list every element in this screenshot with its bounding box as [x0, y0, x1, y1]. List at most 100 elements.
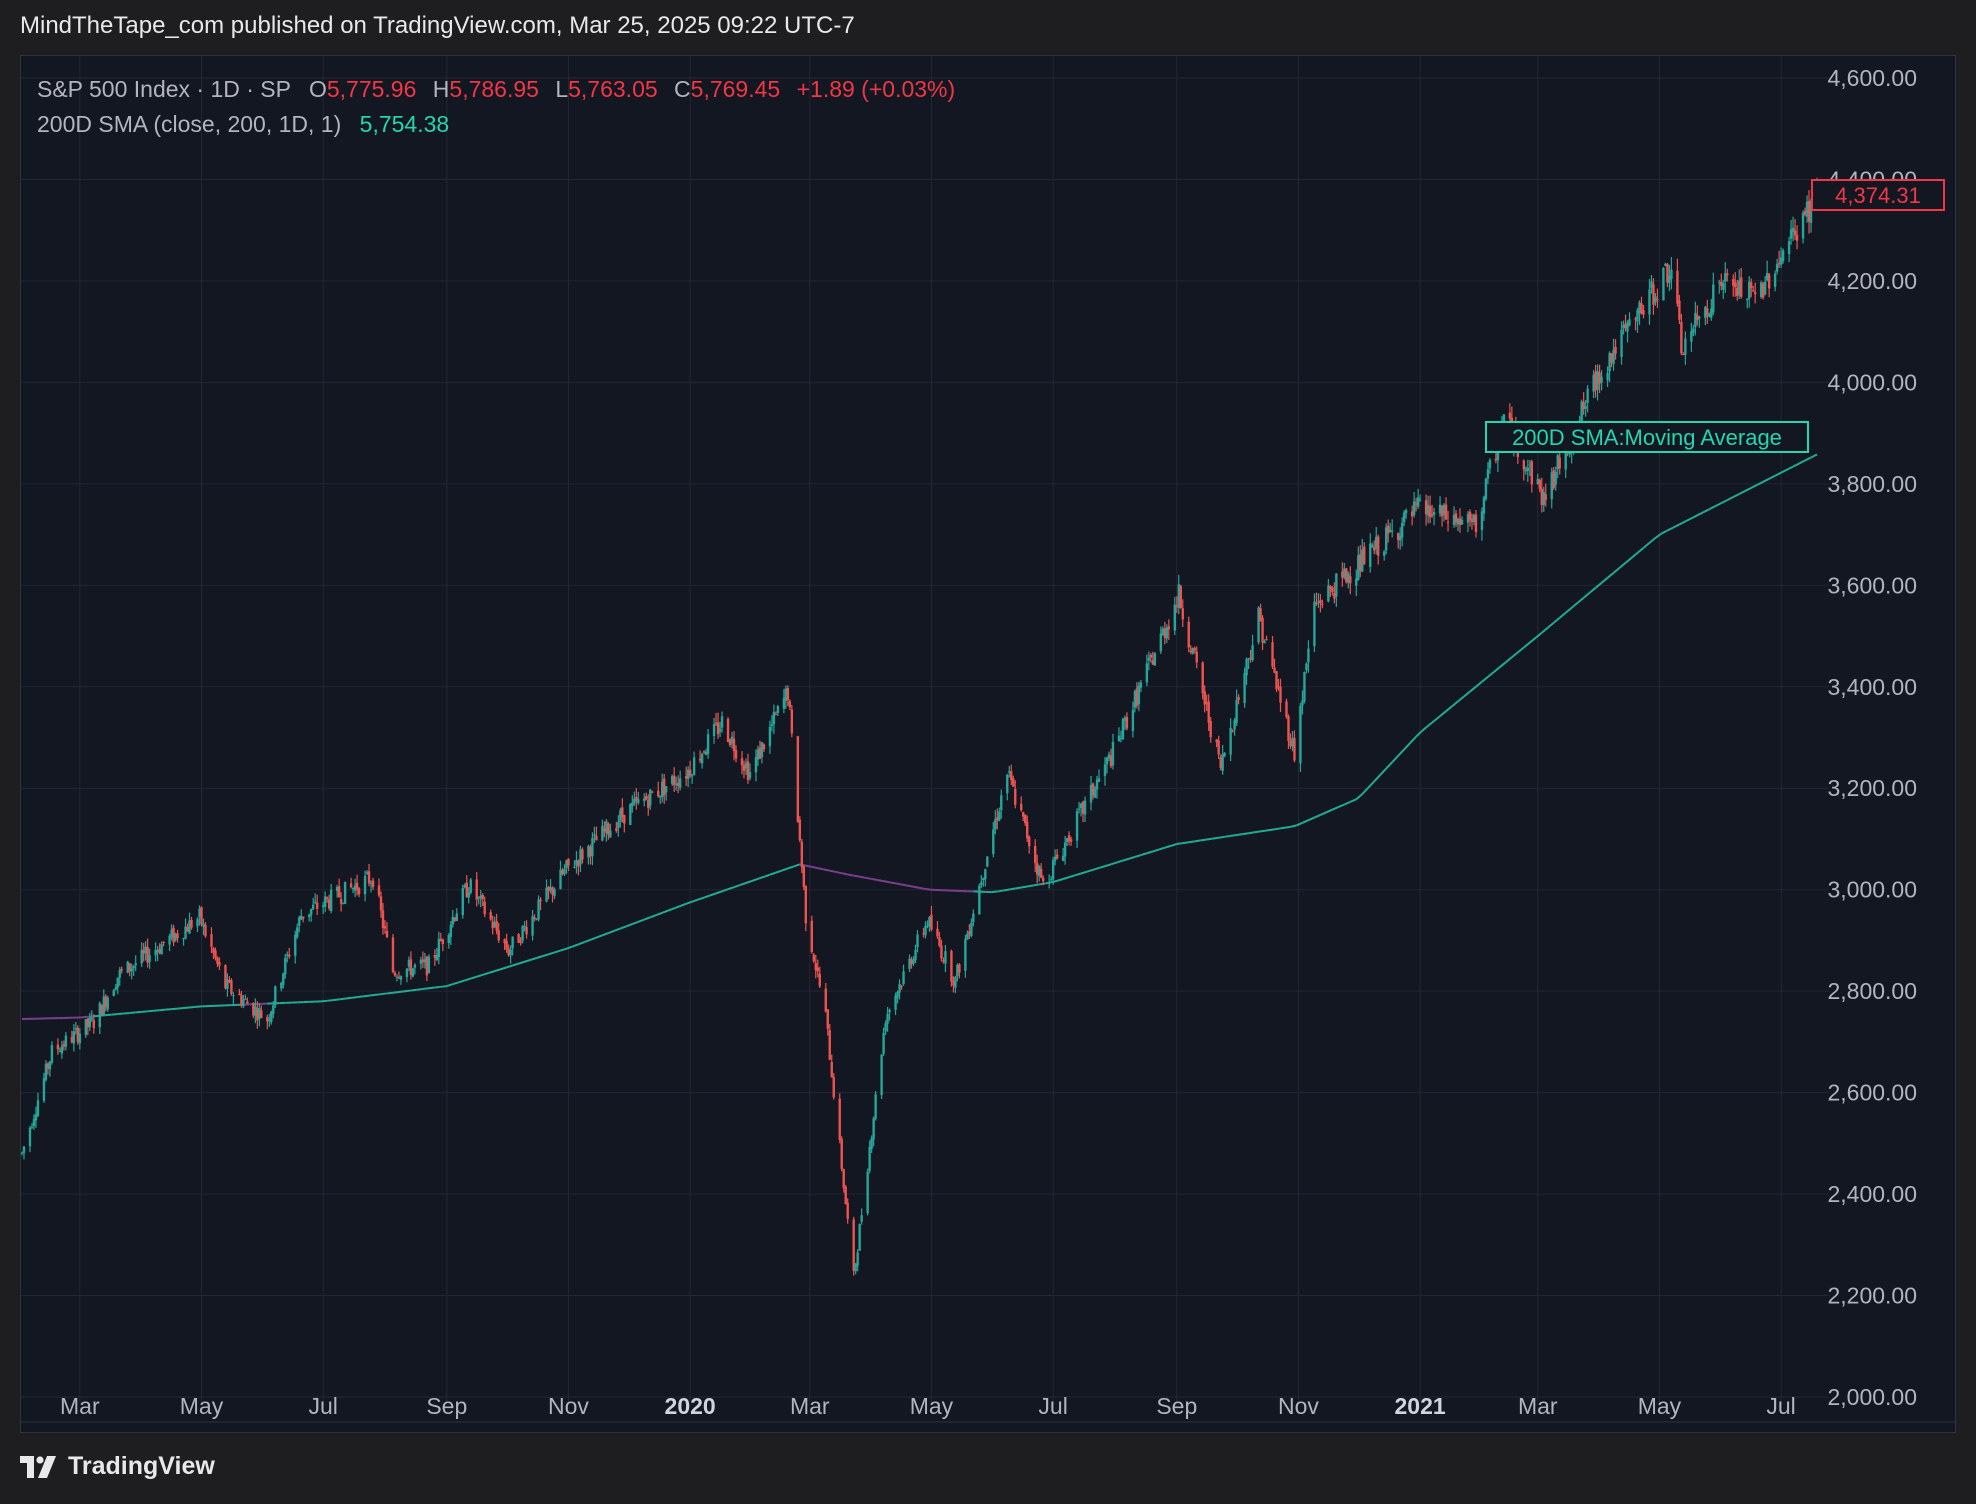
- sma-line-segment: [422, 987, 429, 991]
- sma-line-segment: [1768, 474, 1776, 480]
- candle-body: [1229, 727, 1232, 755]
- candle-body: [1347, 573, 1350, 583]
- candle-body: [76, 1027, 80, 1042]
- sma-line-segment: [1355, 793, 1363, 801]
- candle-body: [637, 799, 640, 803]
- candle-body: [854, 1263, 857, 1272]
- candle-body: [1638, 302, 1641, 313]
- sma-label: 200D SMA (close, 200, 1D, 1): [37, 111, 342, 137]
- candle-body: [1131, 709, 1135, 732]
- candle-body: [992, 829, 995, 854]
- candle-body: [172, 927, 175, 943]
- sma-line-segment: [129, 1011, 136, 1014]
- candle-body: [956, 964, 959, 977]
- sma-line-segment: [1098, 865, 1106, 869]
- candle-body: [551, 887, 554, 895]
- candle-body: [1620, 329, 1623, 357]
- candle-body: [647, 799, 650, 808]
- candle-body: [1718, 282, 1721, 284]
- candle-body: [936, 928, 939, 937]
- candle-body: [365, 872, 369, 874]
- chart-panel[interactable]: 4,600.004,400.004,200.004,000.003,800.00…: [20, 55, 1956, 1433]
- candle-body: [1265, 638, 1268, 640]
- sma-line-segment: [1367, 780, 1375, 789]
- candle-body: [798, 819, 802, 841]
- sma-line-segment: [1260, 829, 1267, 833]
- sma-line-segment: [721, 888, 729, 893]
- symbol-label: S&P 500 Index · 1D · SP: [37, 76, 291, 102]
- sma-line-segment: [147, 1009, 154, 1013]
- sma-line-segment: [434, 985, 441, 989]
- x-tick-label: May: [180, 1393, 224, 1419]
- sma-line-segment: [757, 875, 765, 880]
- x-tick-label: Sep: [426, 1393, 467, 1419]
- candle-body: [188, 920, 191, 934]
- candle-body: [896, 991, 899, 998]
- candle-body: [884, 1023, 887, 1032]
- candle-body: [1440, 505, 1444, 517]
- sma-line-segment: [1284, 825, 1291, 829]
- sma-line-segment: [829, 869, 836, 873]
- publisher-header: MindTheTape_com published on TradingView…: [20, 12, 855, 39]
- candle-body: [1024, 814, 1027, 824]
- candle-body: [1049, 879, 1053, 881]
- candle-body: [730, 736, 734, 744]
- candle-body: [1249, 657, 1252, 659]
- candle-body: [1053, 856, 1057, 861]
- candle-body: [182, 938, 185, 940]
- candle-body: [479, 895, 482, 899]
- candlestick-chart[interactable]: 4,600.004,400.004,200.004,000.003,800.00…: [21, 56, 1955, 1432]
- sma-line-segment: [1015, 886, 1022, 890]
- candle-body: [1357, 555, 1360, 581]
- candle-body: [128, 963, 131, 972]
- candle-body: [1584, 406, 1587, 409]
- candle-body: [1494, 458, 1498, 461]
- candle-body: [928, 917, 931, 927]
- candle-body: [930, 914, 933, 930]
- sma-line-segment: [883, 880, 890, 884]
- sma-line-segment: [1630, 552, 1639, 559]
- sma-line-segment: [1039, 882, 1046, 886]
- x-tick-label: Nov: [1278, 1393, 1319, 1419]
- sma-line-segment: [997, 889, 1004, 893]
- candle-body: [565, 860, 568, 869]
- candle-body: [503, 939, 506, 944]
- candle-body: [914, 949, 917, 961]
- candle-body: [1582, 401, 1585, 409]
- candle-body: [256, 1008, 259, 1021]
- candle-body: [1690, 331, 1693, 342]
- candle-body: [589, 846, 592, 857]
- candle-body: [1396, 532, 1400, 541]
- candle-body: [698, 758, 702, 761]
- candle-body: [1041, 877, 1045, 882]
- sma-line-segment: [1170, 843, 1178, 847]
- sma-line-segment: [775, 869, 783, 874]
- sma-line-segment: [1786, 465, 1794, 471]
- candle-body: [421, 959, 425, 962]
- candle-body: [1542, 491, 1545, 506]
- candle-body: [246, 1001, 249, 1004]
- candle-body: [198, 908, 201, 918]
- candle-body: [385, 930, 389, 938]
- sma-line-segment: [482, 972, 489, 976]
- candle-body: [56, 1044, 60, 1050]
- candle-body: [1105, 757, 1109, 765]
- candle-body: [1558, 457, 1561, 469]
- sma-line-segment: [877, 879, 884, 883]
- sma-line-segment: [679, 902, 687, 908]
- candle-body: [665, 786, 668, 793]
- sma-line-segment: [470, 975, 478, 980]
- candle-body: [1622, 324, 1625, 329]
- sma-line-segment: [506, 964, 513, 969]
- candle-body: [118, 969, 121, 978]
- candle-body: [714, 722, 718, 724]
- candle-body: [844, 1186, 847, 1205]
- candle-body: [238, 993, 241, 995]
- candle-body: [282, 973, 285, 985]
- candle-body: [1652, 284, 1655, 305]
- candle-body: [148, 955, 151, 962]
- sma-line-segment: [1206, 837, 1213, 841]
- candle-body: [828, 1030, 831, 1060]
- candle-body: [1111, 741, 1115, 766]
- sma-line-segment: [817, 867, 824, 871]
